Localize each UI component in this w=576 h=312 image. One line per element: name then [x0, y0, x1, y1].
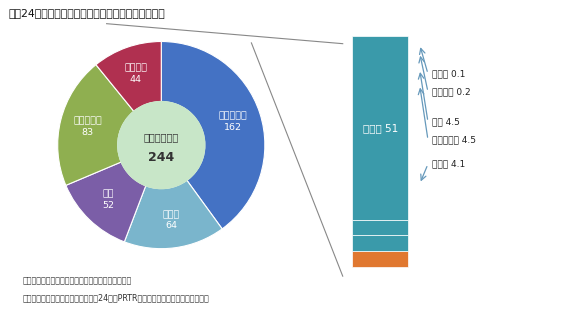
Wedge shape: [96, 41, 161, 111]
Text: 家庭
52: 家庭 52: [103, 189, 115, 210]
Text: 非対象業種
83: 非対象業種 83: [74, 117, 103, 137]
Bar: [352, 235, 408, 251]
Circle shape: [118, 102, 205, 188]
Bar: [352, 220, 408, 235]
Text: 届出外排出量: 届出外排出量: [143, 132, 179, 142]
Text: 移動体
64: 移動体 64: [162, 210, 180, 230]
Text: 特殊自動車 4.5: 特殊自動車 4.5: [432, 135, 476, 144]
Text: 244: 244: [148, 151, 175, 164]
Text: 自動車 51: 自動車 51: [362, 123, 398, 133]
Text: 対象業種
44: 対象業種 44: [124, 64, 147, 84]
Bar: [352, 267, 408, 268]
Text: 届出排出量
162: 届出排出量 162: [219, 112, 248, 132]
Text: （出所）経済産業省、環境省「平成24年度PRTRデータの概要」より大和総研作成: （出所）経済産業省、環境省「平成24年度PRTRデータの概要」より大和総研作成: [23, 293, 210, 302]
Wedge shape: [66, 162, 146, 242]
Text: 鉄道車両 0.2: 鉄道車両 0.2: [432, 87, 471, 96]
Bar: [352, 251, 408, 267]
Wedge shape: [124, 180, 222, 249]
Text: 船舶 4.5: 船舶 4.5: [432, 118, 460, 126]
Text: 平成24年度の届出排出量、届出外排出量（千トン）: 平成24年度の届出排出量、届出外排出量（千トン）: [9, 8, 165, 18]
Wedge shape: [161, 41, 265, 229]
Wedge shape: [58, 65, 134, 185]
Text: （注）特殊自動車：建設機械、農業機械、産業機械: （注）特殊自動車：建設機械、農業機械、産業機械: [23, 276, 132, 285]
Text: 二輪車 4.1: 二輪車 4.1: [432, 159, 465, 168]
Text: 航空機 0.1: 航空機 0.1: [432, 70, 465, 79]
Bar: [352, 36, 408, 220]
